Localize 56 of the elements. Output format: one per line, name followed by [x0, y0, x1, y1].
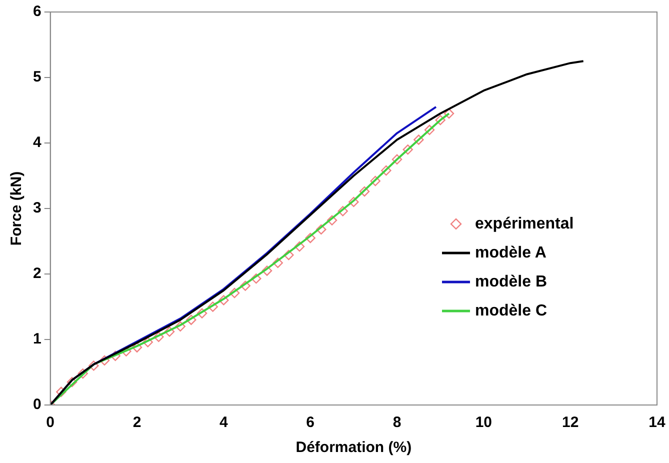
- point: [381, 165, 392, 176]
- y-tick-label: 5: [33, 68, 42, 86]
- point: [370, 176, 380, 186]
- point: [186, 314, 196, 325]
- point: [240, 280, 250, 291]
- point: [251, 273, 262, 284]
- point: [284, 250, 294, 260]
- legend-label: modèle A: [475, 244, 547, 262]
- y-tick-label: 6: [33, 3, 42, 20]
- point: [326, 215, 338, 226]
- y-tick-label: 2: [33, 265, 42, 282]
- y-tick-label: 1: [33, 330, 42, 348]
- point: [359, 186, 370, 197]
- legend-label: modèle B: [475, 273, 548, 290]
- point: [414, 134, 424, 145]
- y-tick-label: 0: [33, 396, 42, 414]
- point: [66, 376, 78, 388]
- y-axis-title: Force (kN): [8, 171, 26, 246]
- point: [338, 206, 348, 216]
- point: [208, 302, 218, 312]
- point: [229, 288, 240, 298]
- x-tick-label: 6: [306, 414, 315, 432]
- point: [262, 266, 272, 276]
- point: [175, 321, 186, 332]
- point: [435, 114, 446, 126]
- legend-label: expérimental: [475, 215, 574, 232]
- point: [392, 154, 402, 164]
- point: [272, 258, 283, 268]
- x-tick-label: 2: [132, 414, 142, 432]
- point: [88, 360, 99, 371]
- point: [218, 295, 229, 306]
- point: [132, 342, 142, 352]
- point: [154, 332, 164, 342]
- y-tick-label: 4: [33, 134, 42, 152]
- point: [196, 308, 208, 318]
- x-tick-label: 14: [648, 414, 666, 432]
- point: [424, 124, 435, 135]
- x-tick-label: 12: [562, 414, 579, 432]
- y-tick-label: 3: [33, 200, 42, 217]
- x-tick-label: 8: [392, 414, 402, 432]
- x-tick-label: 0: [46, 414, 55, 432]
- x-tick-label: 4: [220, 414, 228, 432]
- point: [78, 368, 88, 379]
- point: [142, 337, 153, 348]
- point: [99, 355, 110, 366]
- point: [348, 196, 359, 208]
- legend-label: modèle C: [475, 302, 548, 320]
- x-tick-label: 10: [475, 414, 492, 432]
- x-axis-title: Déformation (%): [296, 439, 412, 456]
- point: [402, 144, 413, 155]
- point: [444, 108, 454, 119]
- point: [164, 326, 175, 337]
- point: [305, 232, 316, 244]
- point: [56, 386, 66, 397]
- point: [294, 241, 305, 252]
- point: [316, 224, 326, 235]
